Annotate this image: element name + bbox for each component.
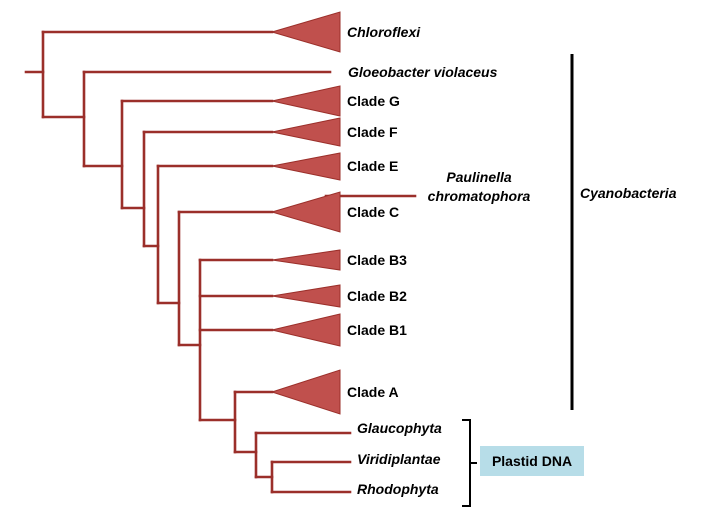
label-clade-b3: Clade B3 [347,252,407,268]
tree-branches [24,30,417,494]
triangle-clade-e [271,152,341,181]
plastid-dna-label: Plastid DNA [492,453,572,469]
label-rhodophyta: Rhodophyta [357,481,439,497]
label-glaucophyta: Glaucophyta [357,420,442,436]
label-clade-b2: Clade B2 [347,288,407,304]
label-clade-a: Clade A [347,384,399,400]
triangle-clade-b3 [271,249,341,271]
label-clade-b1: Clade B1 [347,322,407,338]
triangle-clade-b1 [271,313,341,347]
paulinella-label: Paulinella chromatophora [428,169,531,204]
triangle-clade-c [270,191,341,233]
tip-labels: Chloroflexi Gloeobacter violaceus Clade … [347,24,498,497]
triangle-clade-f [271,117,341,147]
clade-triangles [270,11,341,415]
label-gloeobacter: Gloeobacter violaceus [348,64,498,80]
label-clade-g: Clade G [347,93,400,109]
cyanobacteria-label: Cyanobacteria [580,185,677,201]
label-viridiplantae: Viridiplantae [357,451,441,467]
triangle-clade-g [271,85,341,117]
plastid-bracket [462,419,477,507]
plastid-dna-box [480,446,584,476]
paulinella-line-1: Paulinella [446,169,512,185]
label-clade-f: Clade F [347,124,398,140]
triangle-clade-a [270,369,341,415]
paulinella-line-2: chromatophora [428,188,531,204]
triangle-clade-b2 [271,284,341,308]
label-clade-e: Clade E [347,158,398,174]
label-chloroflexi: Chloroflexi [347,24,421,40]
triangle-chloroflexi [270,11,341,53]
label-clade-c: Clade C [347,204,399,220]
